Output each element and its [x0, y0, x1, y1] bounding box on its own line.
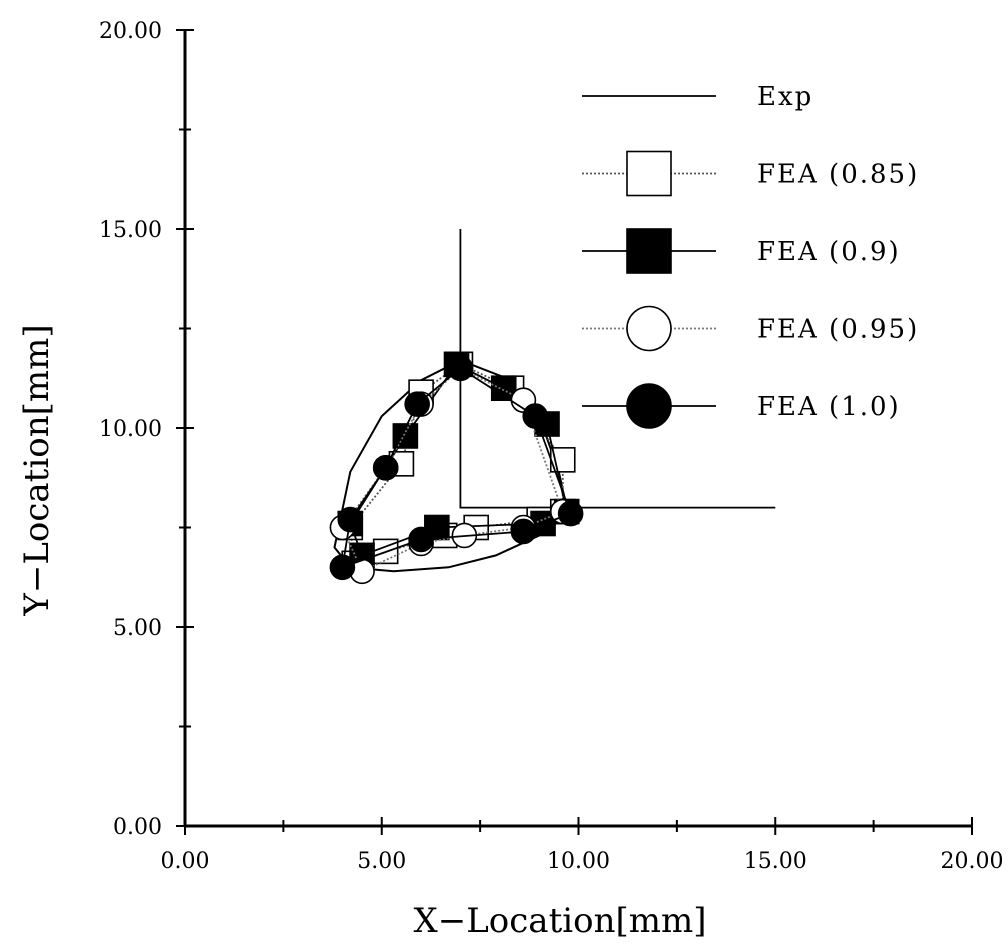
series-line [341, 367, 572, 569]
legend-item: FEA (0.95) [582, 305, 919, 352]
legend-label: FEA (0.85) [757, 160, 919, 190]
legend-marker [626, 305, 672, 352]
legend-item: FEA (1.0) [582, 383, 901, 429]
series-fea-1-0 [329, 355, 584, 581]
data-point [522, 403, 549, 429]
y-tick-label: 20.00 [99, 19, 162, 44]
data-point [372, 454, 399, 481]
legend-item: FEA (0.85) [582, 150, 919, 197]
legend-marker [626, 228, 672, 274]
series-layer [329, 229, 776, 585]
y-axis-title: Y−Location[mm] [17, 324, 57, 616]
data-point [408, 526, 434, 553]
x-axis-title: X−Location[mm] [414, 901, 707, 941]
legend-label: Exp [757, 82, 813, 112]
data-point [447, 355, 474, 382]
y-tick-label: 5.00 [113, 616, 162, 641]
x-tick-label: 0.00 [161, 849, 210, 874]
data-point [510, 518, 537, 545]
legend-item: FEA (0.9) [582, 228, 901, 274]
data-point [404, 391, 430, 417]
legend-marker [626, 383, 672, 429]
series-line [459, 229, 776, 509]
x-tick-label: 15.00 [744, 849, 807, 874]
axes: 0.00 5.00 10.00 15.00 20.00 0.00 5.00 10.00 15.0… [99, 19, 1003, 874]
x-tick-label: 10.00 [547, 849, 610, 874]
legend: Exp FEA (0.85) FEA (0.9) FEA (0.95) FEA (1.0… [582, 82, 919, 429]
x-tick-label: 20.00 [941, 849, 1004, 874]
data-point [557, 500, 584, 527]
y-tick-label: 15.00 [99, 218, 162, 243]
legend-label: FEA (0.9) [757, 237, 901, 267]
legend-marker [626, 150, 672, 197]
data-point [337, 506, 364, 533]
y-tick-label: 10.00 [99, 417, 162, 442]
legend-item: Exp [582, 82, 813, 112]
data-point [329, 554, 356, 581]
legend-label: FEA (0.95) [757, 315, 919, 345]
x-tick-label: 5.00 [357, 849, 406, 874]
y-tick-label: 0.00 [113, 815, 162, 840]
legend-label: FEA (1.0) [757, 392, 901, 422]
